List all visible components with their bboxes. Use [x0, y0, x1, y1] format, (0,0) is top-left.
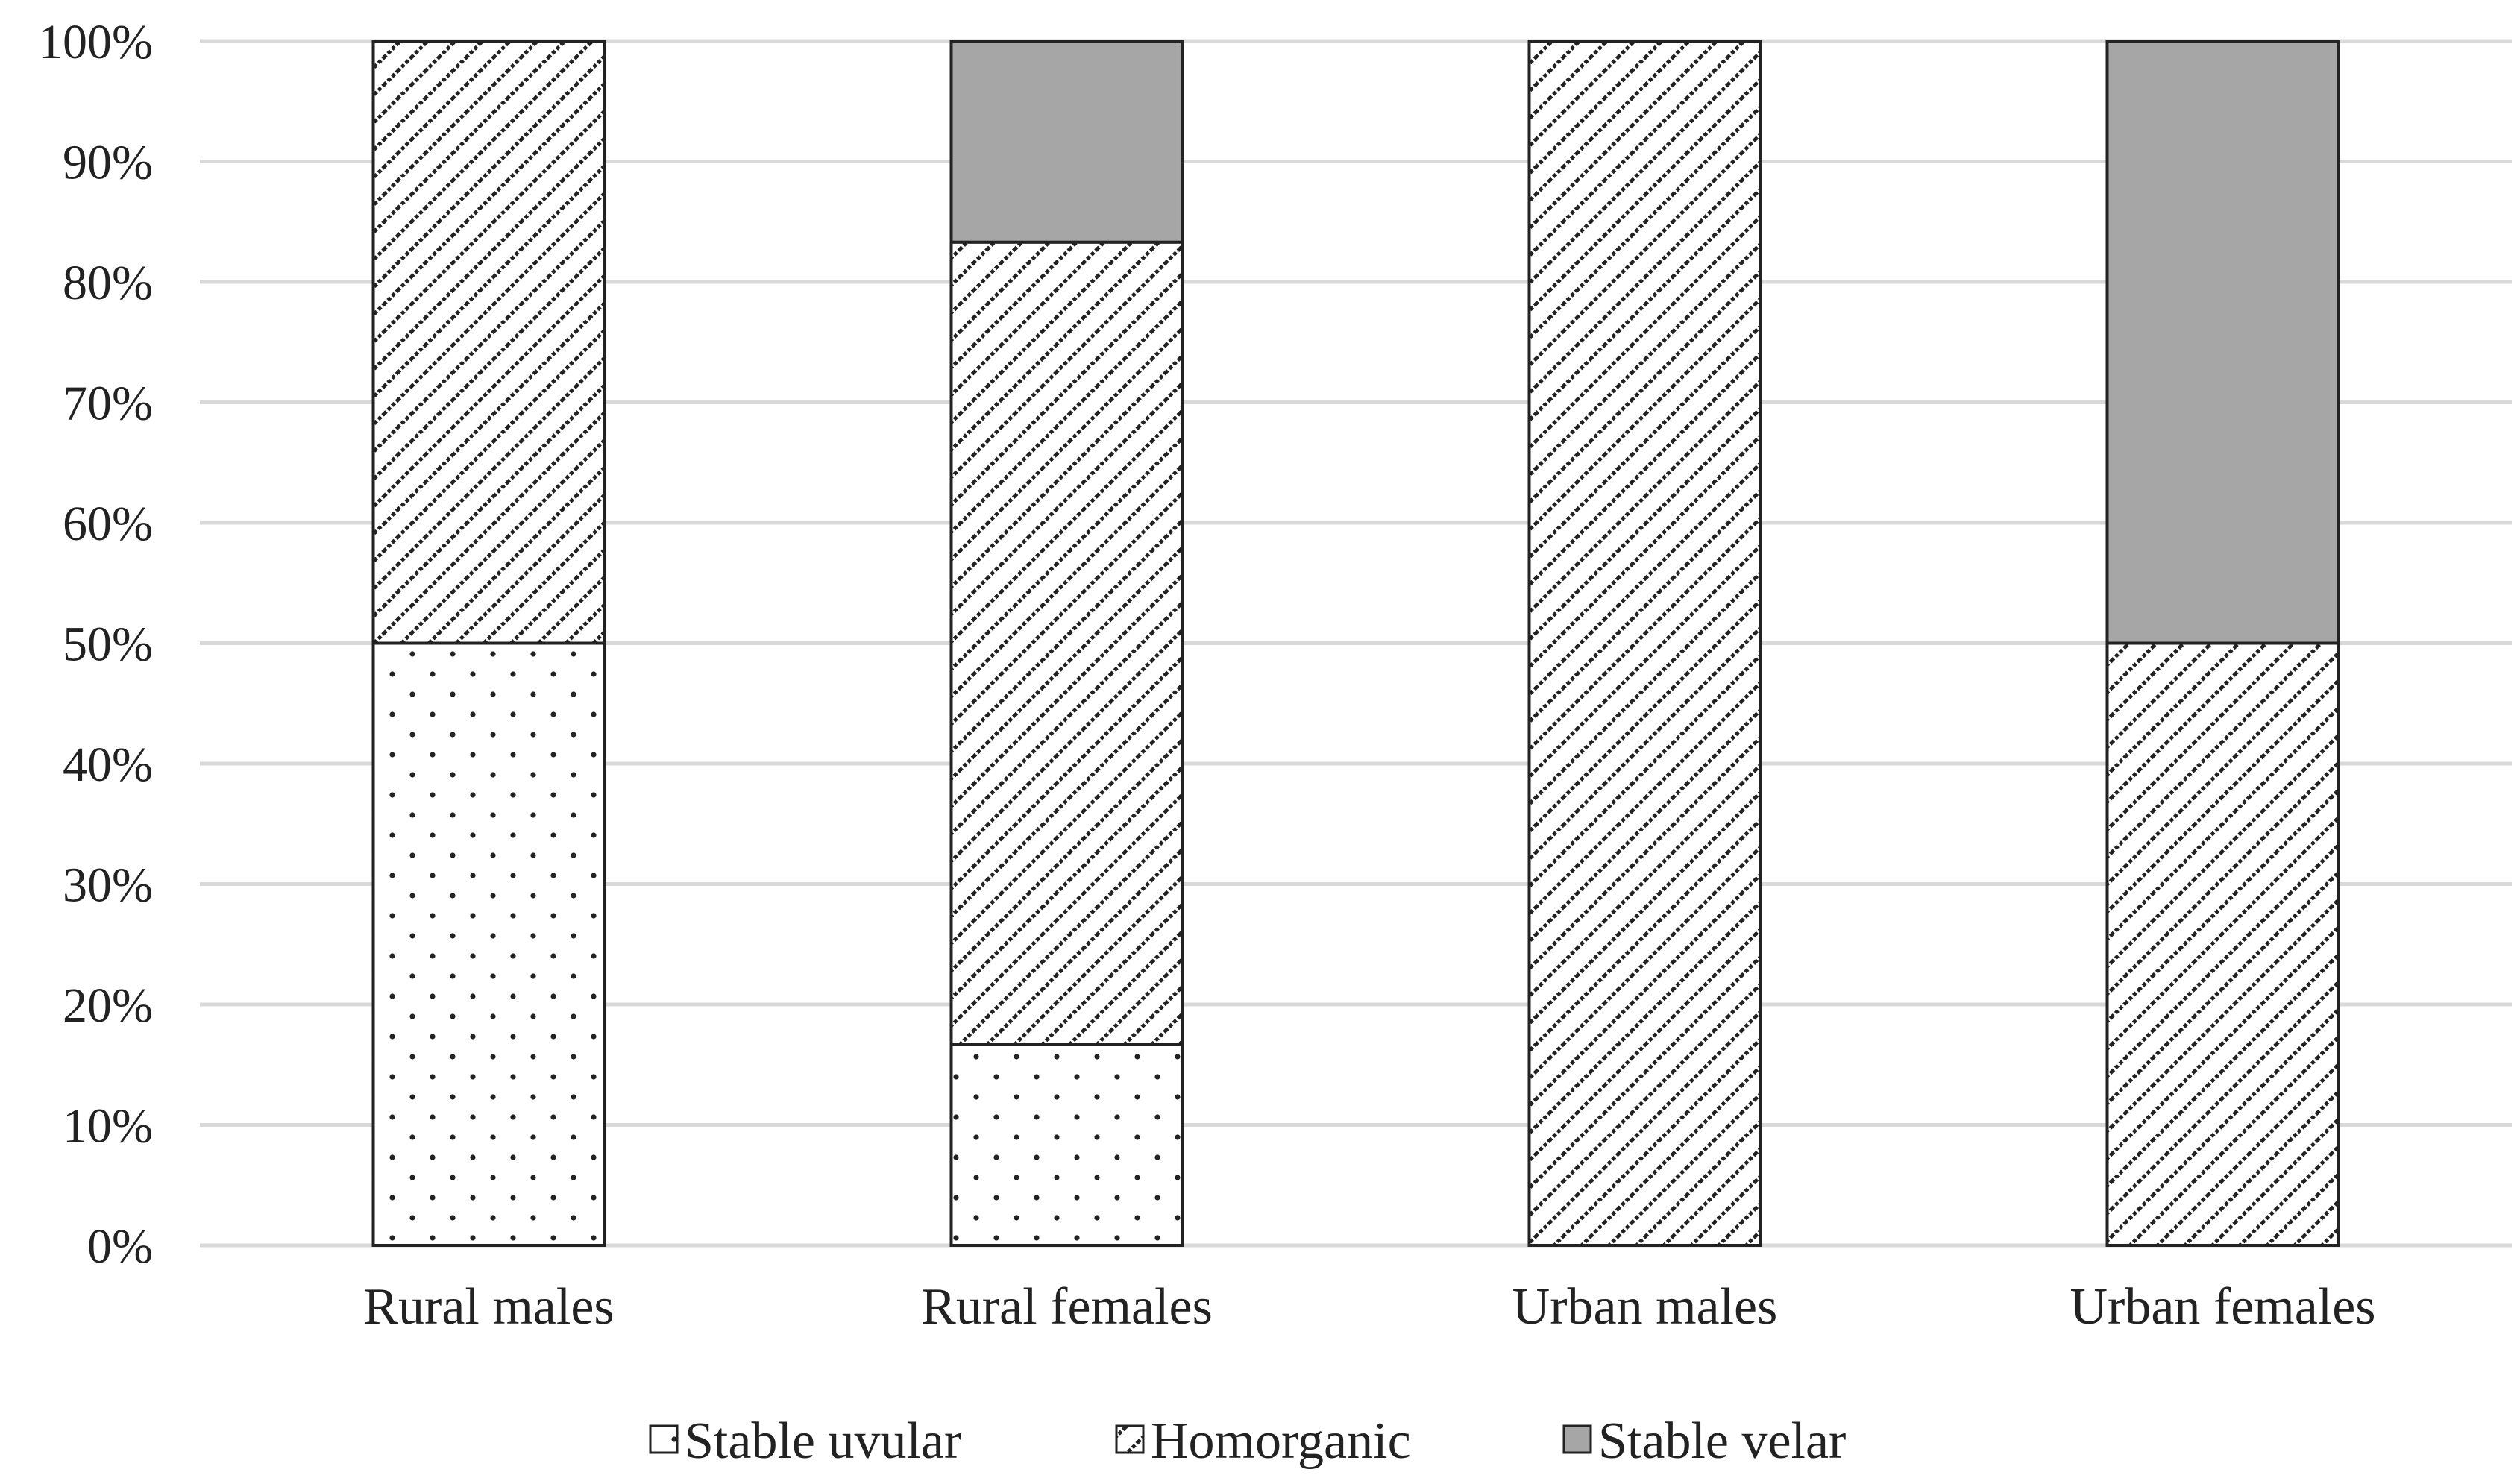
legend-swatch — [649, 1424, 679, 1454]
y-tick-label: 30% — [63, 858, 153, 913]
bar-segment — [371, 641, 606, 1247]
legend-label: Stable velar — [1598, 1412, 1846, 1470]
legend: Stable uvular Homorganic Stable velar — [649, 1412, 1846, 1470]
x-category-label: Urban females — [2070, 1278, 2375, 1336]
bar-segment — [2105, 641, 2340, 1247]
x-category-label: Rural males — [363, 1278, 614, 1336]
bar-segment — [949, 40, 1184, 244]
bar-segment — [1527, 40, 1762, 1247]
bar-segment — [949, 1043, 1184, 1248]
legend-swatch — [1115, 1424, 1145, 1454]
y-tick-label: 40% — [63, 738, 153, 792]
bar-segment — [371, 40, 606, 645]
y-tick-label: 70% — [63, 377, 153, 431]
y-tick-label: 100% — [38, 15, 153, 69]
x-axis-category-labels: Rural males Rural females Urban males Urban… — [363, 1278, 2375, 1336]
legend-swatch — [1562, 1424, 1592, 1454]
y-tick-label: 90% — [63, 136, 153, 190]
bar-segment — [2105, 40, 2340, 645]
y-tick-label: 10% — [63, 1099, 153, 1154]
legend-label: Stable uvular — [685, 1412, 961, 1470]
y-tick-label: 20% — [63, 978, 153, 1033]
legend-label: Homorganic — [1151, 1412, 1411, 1470]
bars — [371, 40, 2340, 1248]
y-tick-label: 50% — [63, 617, 153, 672]
y-tick-label: 60% — [63, 497, 153, 551]
y-tick-label: 0% — [87, 1219, 153, 1274]
y-axis-tick-labels: 0% 10% 20% 30% 40% 50% 60% 70% 80% 90% 100% — [38, 15, 153, 1274]
x-category-label: Urban males — [1512, 1278, 1778, 1336]
x-category-label: Rural females — [921, 1278, 1213, 1336]
bar-segment — [949, 240, 1184, 1046]
y-tick-label: 80% — [63, 256, 153, 310]
